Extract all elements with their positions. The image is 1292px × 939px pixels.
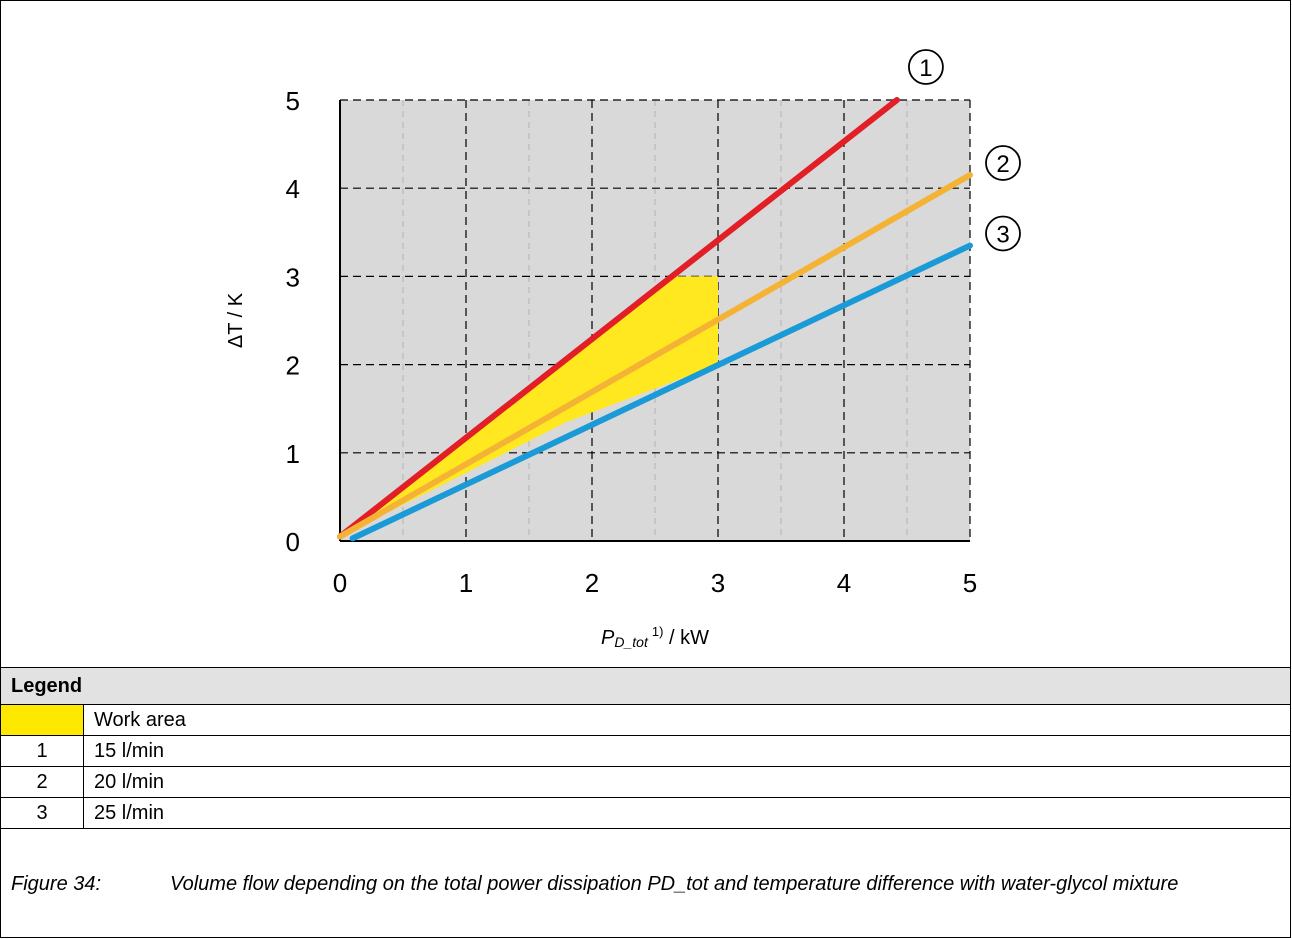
legend-text: Work area — [83, 704, 1291, 736]
series-marker-circle — [908, 49, 944, 85]
legend-row: 3 25 l/min — [0, 797, 1291, 829]
legend-heading: Legend — [0, 667, 1291, 705]
legend-text: 20 l/min — [83, 766, 1291, 798]
series-line-1 — [337, 97, 900, 540]
legend-header-row: Legend — [0, 667, 1291, 705]
y-tick-label: 1 — [286, 439, 300, 469]
legend-table: Legend Work area 1 15 l/min 2 20 l/min 3… — [0, 667, 1291, 829]
y-tick-label: 4 — [286, 174, 300, 204]
legend-row: 1 15 l/min — [0, 735, 1291, 767]
figure-caption: Figure 34: Volume flow depending on the … — [0, 860, 1291, 938]
series-line-3 — [349, 242, 973, 542]
series-marker-label: 3 — [996, 222, 1009, 249]
x-tick-label: 3 — [711, 568, 725, 598]
work-area — [340, 276, 718, 537]
series-marker-circle — [985, 215, 1021, 252]
series-marker-label: 1 — [919, 55, 932, 82]
legend-key: 2 — [0, 766, 84, 798]
x-tick-label: 2 — [585, 568, 599, 598]
legend-row: Work area — [0, 704, 1291, 736]
legend-key: 1 — [0, 735, 84, 767]
series-line-2 — [337, 171, 973, 540]
work-area-swatch — [0, 704, 84, 736]
y-tick-label: 5 — [286, 86, 300, 116]
legend-text: 25 l/min — [83, 797, 1291, 829]
legend-key: 3 — [0, 797, 84, 829]
series-marker-label: 2 — [996, 151, 1009, 178]
y-tick-label: 3 — [286, 262, 300, 292]
figure-number: Figure 34: — [11, 873, 102, 895]
y-tick-label: 0 — [286, 527, 300, 557]
y-tick-label: 2 — [286, 351, 300, 381]
x-tick-label: 4 — [837, 568, 851, 598]
y-axis-label: ΔT / K — [225, 292, 247, 348]
x-tick-label: 0 — [333, 568, 347, 598]
series-marker-circle — [985, 145, 1021, 181]
legend-text: 15 l/min — [83, 735, 1291, 767]
x-tick-label: 5 — [963, 568, 977, 598]
figure-caption-text: Volume flow depending on the total power… — [170, 873, 1179, 895]
x-axis-label: PD_tot1) / kW — [601, 624, 709, 650]
legend-row: 2 20 l/min — [0, 766, 1291, 798]
x-tick-label: 1 — [459, 568, 473, 598]
chart: 1 2 3 0 1 2 3 4 5 0 1 2 3 4 5 ΔT / K PD_tot1) / kW — [225, 49, 1021, 650]
